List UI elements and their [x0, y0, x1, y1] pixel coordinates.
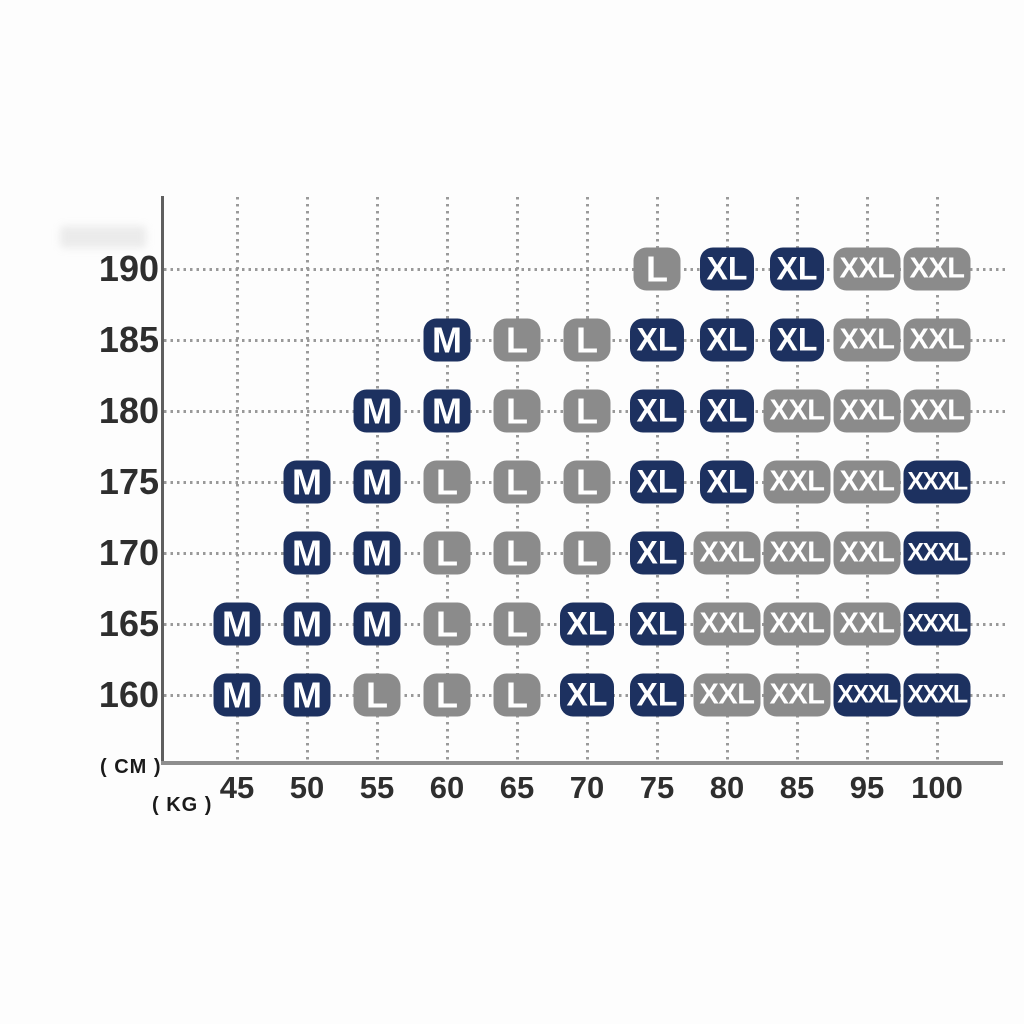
size-badge: L: [353, 673, 401, 717]
size-badge: L: [493, 460, 541, 504]
size-badge: L: [493, 531, 541, 575]
size-badge: XXL: [693, 673, 761, 717]
size-badge: M: [283, 460, 331, 504]
size-badge: XL: [630, 389, 684, 433]
size-badge: L: [423, 602, 471, 646]
size-badge: M: [213, 602, 261, 646]
x-tick-label: 85: [779, 770, 815, 805]
y-tick-label: 160: [98, 674, 159, 715]
size-badge: XL: [700, 318, 754, 362]
x-tick-label: 80: [709, 770, 745, 805]
y-axis-line: [161, 196, 164, 764]
y-tick-label: 175: [98, 461, 159, 502]
size-badge: M: [353, 389, 401, 433]
grid-row-line: [164, 268, 1008, 271]
size-badge: L: [493, 602, 541, 646]
size-badge: XXL: [903, 318, 971, 362]
size-badge: L: [563, 460, 611, 504]
size-badge: XXL: [833, 602, 901, 646]
size-badge: M: [353, 602, 401, 646]
x-axis-line: [161, 761, 1003, 765]
y-tick-label: 190: [98, 248, 159, 289]
size-badge: XXL: [833, 460, 901, 504]
y-tick-label: 180: [98, 390, 159, 431]
size-badge: XXL: [763, 673, 831, 717]
size-badge: XL: [700, 389, 754, 433]
size-badge: XXL: [833, 531, 901, 575]
y-tick-label: 170: [98, 532, 159, 573]
size-badge: XXL: [693, 602, 761, 646]
size-badge: XXL: [833, 318, 901, 362]
size-badge: XL: [630, 673, 684, 717]
size-badge: M: [283, 602, 331, 646]
size-badge: XXL: [763, 389, 831, 433]
size-badge: M: [353, 531, 401, 575]
size-badge: XL: [630, 460, 684, 504]
size-badge: XL: [630, 531, 684, 575]
size-badge: XL: [630, 602, 684, 646]
size-badge: L: [563, 318, 611, 362]
size-badge: M: [423, 318, 471, 362]
size-badge: M: [283, 531, 331, 575]
size-badge: XL: [700, 460, 754, 504]
size-badge: L: [493, 673, 541, 717]
x-axis-unit-label: ( KG ): [152, 794, 213, 816]
size-badge: L: [563, 531, 611, 575]
size-badge: XXXL: [903, 460, 971, 504]
size-badge: XXL: [763, 531, 831, 575]
size-badge: L: [423, 673, 471, 717]
x-tick-label: 95: [849, 770, 885, 805]
size-badge: XL: [770, 247, 824, 291]
size-badge: XXL: [833, 389, 901, 433]
size-badge: XXXL: [903, 673, 971, 717]
size-badge: L: [423, 531, 471, 575]
size-badge: XXL: [833, 247, 901, 291]
size-badge: XXL: [763, 460, 831, 504]
size-badge: L: [493, 318, 541, 362]
size-badge: XXXL: [903, 602, 971, 646]
x-tick-label: 50: [289, 770, 325, 805]
size-badge: XL: [700, 247, 754, 291]
x-tick-label: 100: [911, 770, 963, 805]
size-badge: XXXL: [903, 531, 971, 575]
faint-watermark-smudge: [60, 226, 146, 248]
size-badge: L: [423, 460, 471, 504]
y-tick-label: 165: [98, 603, 159, 644]
size-badge: XL: [770, 318, 824, 362]
size-badge: XXL: [903, 247, 971, 291]
size-badge: XXL: [903, 389, 971, 433]
size-badge: M: [423, 389, 471, 433]
y-tick-label: 185: [98, 319, 159, 360]
size-badge: M: [353, 460, 401, 504]
x-tick-label: 65: [499, 770, 535, 805]
size-badge: XL: [630, 318, 684, 362]
size-badge: L: [633, 247, 681, 291]
size-badge: XL: [560, 602, 614, 646]
size-badge: L: [493, 389, 541, 433]
x-tick-label: 45: [219, 770, 255, 805]
size-badge: XXXL: [833, 673, 901, 717]
size-badge: L: [563, 389, 611, 433]
y-axis-unit-label: ( CM ): [100, 756, 162, 778]
size-badge: M: [283, 673, 331, 717]
size-badge: XXL: [693, 531, 761, 575]
grid-column-line: [236, 197, 239, 763]
x-tick-label: 75: [639, 770, 675, 805]
x-tick-label: 70: [569, 770, 605, 805]
size-badge: XXL: [763, 602, 831, 646]
x-tick-label: 55: [359, 770, 395, 805]
x-tick-label: 60: [429, 770, 465, 805]
size-badge: XL: [560, 673, 614, 717]
size-badge: M: [213, 673, 261, 717]
